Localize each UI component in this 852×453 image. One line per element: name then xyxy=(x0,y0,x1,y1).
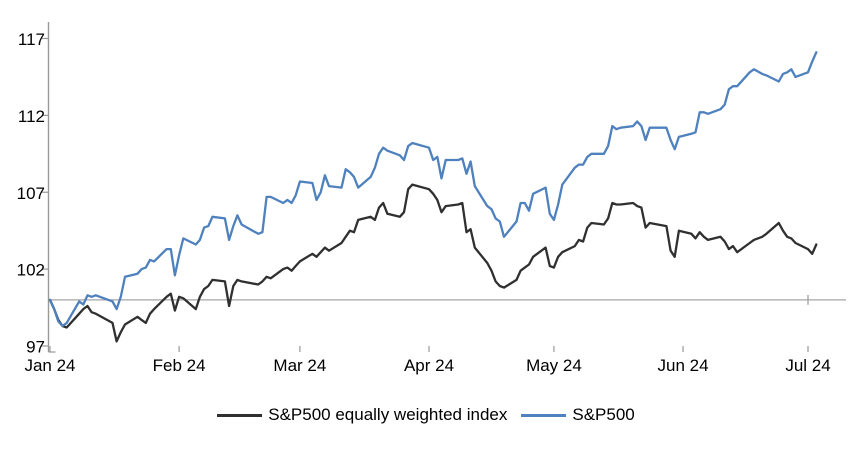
legend-label-sp500: S&P500 xyxy=(572,405,635,424)
y-tick-label-112: 112 xyxy=(18,107,45,126)
series-line-equal-weight xyxy=(48,183,818,343)
y-tick-label-97: 97 xyxy=(26,338,45,357)
legend-item-equal-weight: S&P500 equally weighted index xyxy=(217,405,507,425)
x-tick-label-May-24: May 24 xyxy=(526,356,582,375)
x-tick-label-Jan-24: Jan 24 xyxy=(24,356,75,375)
y-tick-label-107: 107 xyxy=(17,184,45,203)
legend-item-sp500: S&P500 xyxy=(521,405,635,425)
x-tick-label-Feb-24: Feb 24 xyxy=(153,356,206,375)
x-tick-label-Mar-24: Mar 24 xyxy=(273,356,326,375)
x-tick-label-Apr-24: Apr 24 xyxy=(404,356,454,375)
x-tick-label-Jun-24: Jun 24 xyxy=(658,356,709,375)
y-tick-label-102: 102 xyxy=(17,261,45,280)
y-tick-label-117: 117 xyxy=(18,30,45,49)
chart-canvas: 97 102 107 112 117 Jan 24 Feb 24 Mar 24 Apr 24 Ma… xyxy=(17,22,846,375)
legend-line-sample-equal-weight xyxy=(217,413,263,417)
legend-label-equal-weight: S&P500 equally weighted index xyxy=(268,405,508,424)
series-line-sp500 xyxy=(48,51,818,328)
chart-legend: S&P500 equally weighted index S&P500 xyxy=(0,405,852,425)
x-tick-label-Jul-24: Jul 24 xyxy=(785,356,830,375)
legend-line-sample-sp500 xyxy=(521,413,567,417)
